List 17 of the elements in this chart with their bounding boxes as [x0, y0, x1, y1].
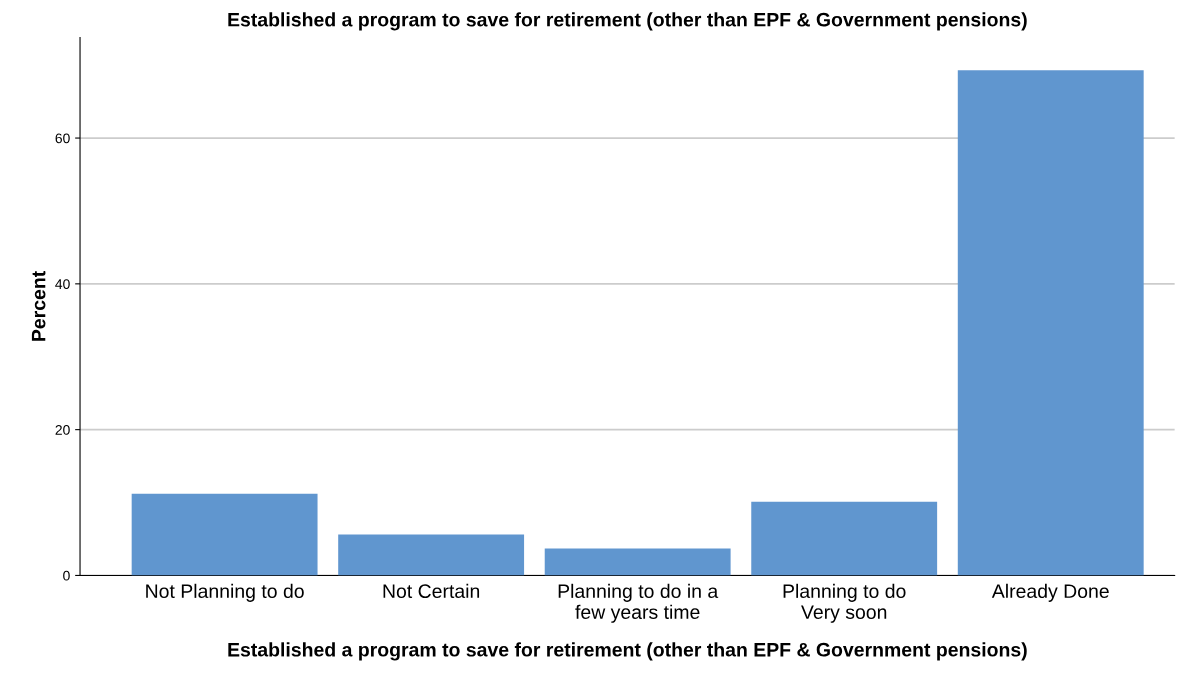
bar — [131, 493, 318, 576]
x-axis-title: Established a program to save for retirement (other than EPF & Government pensions) — [228, 642, 1027, 661]
y-tick-label: 0 — [63, 570, 70, 581]
y-axis-title: Percent — [31, 271, 46, 341]
bar — [338, 534, 525, 576]
y-tick-label: 20 — [55, 424, 70, 435]
y-tick-label: 60 — [55, 133, 70, 144]
x-tick-label: Not Certain — [383, 583, 480, 599]
x-tick-label: Not Planning to do — [146, 583, 304, 602]
bar — [751, 501, 938, 576]
bar — [544, 548, 731, 576]
x-tick-label: Already Done — [991, 583, 1109, 602]
x-tick-label: Planning to do Very soon — [783, 583, 906, 623]
y-tick-label: 40 — [55, 279, 70, 290]
x-tick-label: Planning to do in a few years time — [558, 583, 719, 623]
bar — [957, 70, 1144, 576]
chart-title: Established a program to save for retirement (other than EPF & Government pensions) — [228, 12, 1027, 31]
